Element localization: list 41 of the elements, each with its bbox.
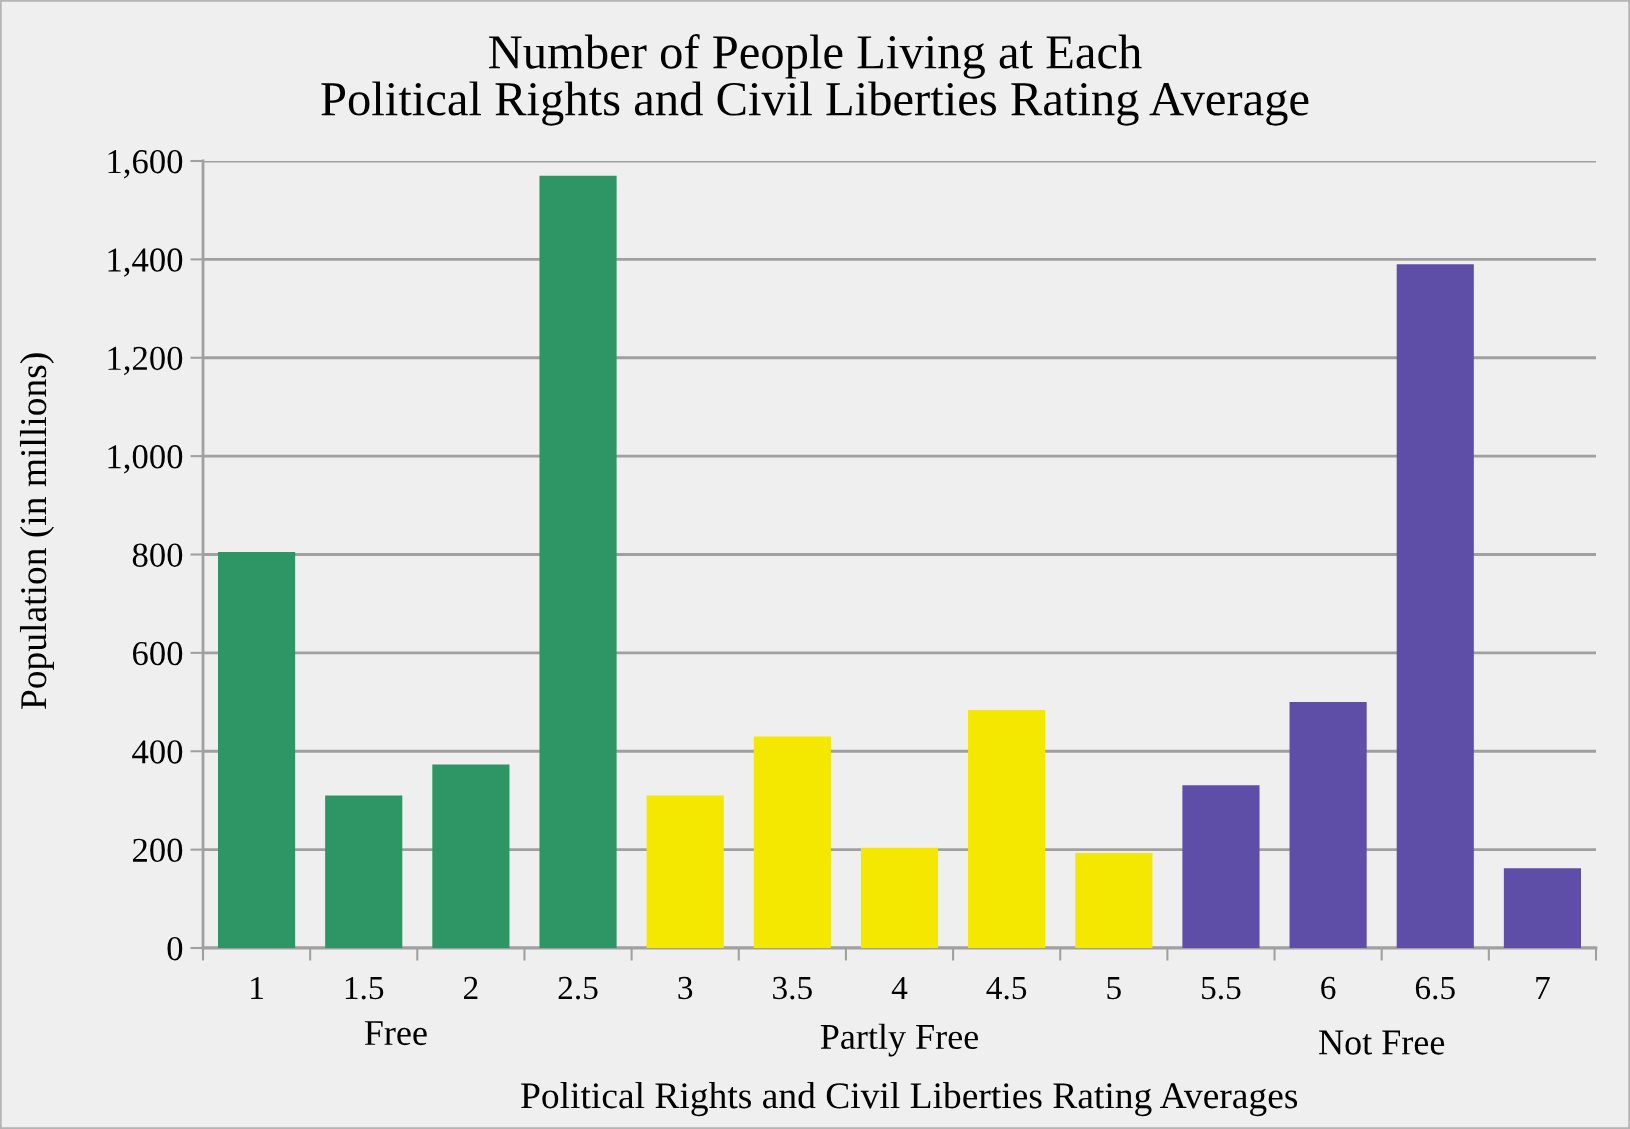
x-tick-label: 6.5: [1415, 976, 1455, 1000]
x-tick-label: 1: [251, 976, 263, 999]
x-tick-label: 3.5: [773, 976, 812, 1000]
text: Not Free: [1319, 1030, 1445, 1055]
y-tick-label: 1,000: [108, 445, 183, 474]
y-tick-label: 1,200: [108, 346, 183, 376]
x-axis-title: Political Rights and Civil Liberties Rating Averages: [521, 1082, 1298, 1117]
x-tick-label: 3: [678, 976, 693, 1000]
bar: [325, 795, 403, 948]
y-tick-label: 200: [133, 838, 183, 863]
y-tick-label: 400: [132, 740, 183, 764]
x-tick-label: 2: [464, 976, 478, 999]
bar: [1075, 853, 1153, 948]
x-tick-label: 1.5: [345, 976, 384, 1000]
text: Free: [364, 1021, 427, 1046]
bar: [1503, 868, 1581, 948]
x-tick-label: 4.5: [986, 976, 1027, 1000]
bar: [218, 552, 296, 948]
bar: [646, 795, 724, 948]
chart-title: Number of People Living at Each Political Rights and Civil Liberties Rating Average: [321, 34, 1309, 126]
y-tick-label: 600: [132, 641, 183, 666]
bar: [968, 709, 1046, 948]
x-tick-label: 6: [1321, 976, 1336, 1000]
x-tick-label: 7: [1536, 977, 1550, 999]
bar: [1289, 702, 1367, 948]
text: Partly Free: [820, 1023, 978, 1057]
bar: [1182, 785, 1260, 948]
x-tick-label: 4: [891, 976, 908, 999]
y-tick-label: 1,600: [108, 149, 183, 179]
bar: [860, 847, 939, 948]
bar: [432, 764, 510, 948]
y-axis-title: Population (in millions): [19, 353, 54, 709]
y-tick-label: 1,400: [108, 248, 183, 277]
y-tick-label: 0: [167, 936, 183, 961]
x-tick-label: 2.5: [558, 976, 598, 1000]
y-tick-label: 800: [132, 543, 183, 567]
x-tick-label: 5: [1107, 977, 1121, 1000]
x-tick-label: 5.5: [1202, 977, 1241, 1000]
bar: [753, 736, 831, 948]
bar: [539, 175, 617, 948]
bar: [1396, 264, 1474, 948]
